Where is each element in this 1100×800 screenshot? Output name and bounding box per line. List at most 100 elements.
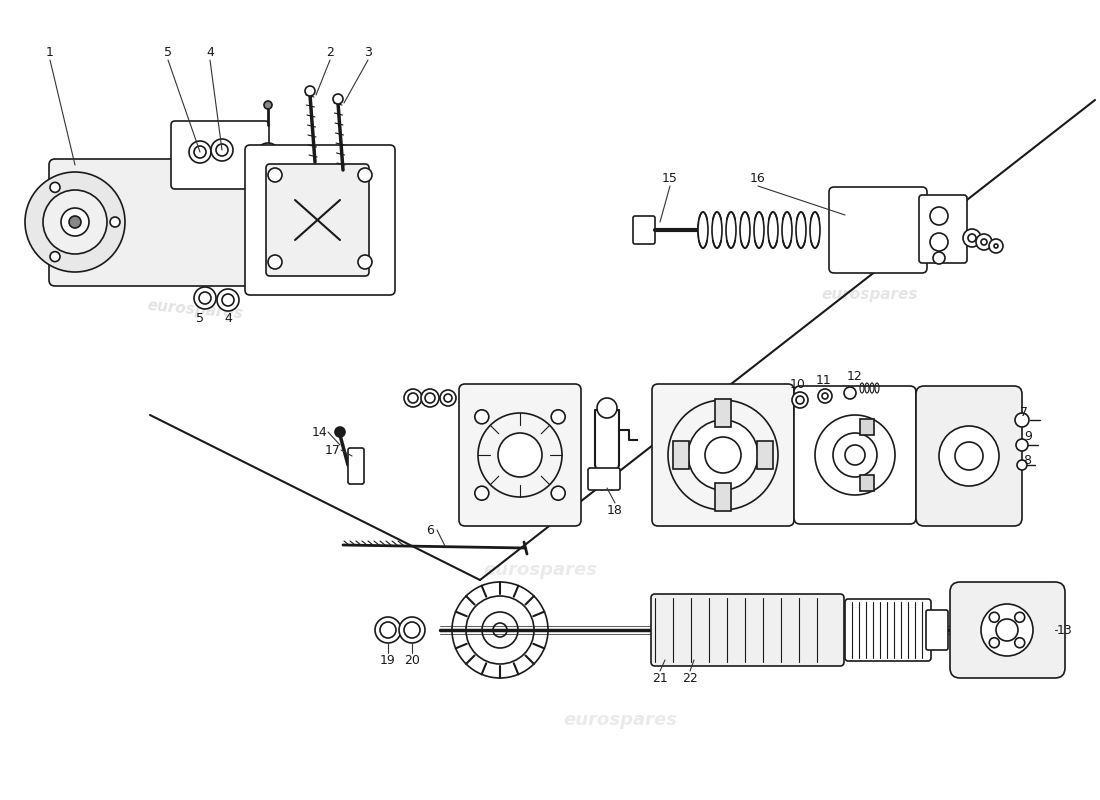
FancyBboxPatch shape [651, 594, 844, 666]
Text: 2: 2 [326, 46, 334, 58]
FancyBboxPatch shape [916, 386, 1022, 526]
Circle shape [705, 437, 741, 473]
Circle shape [408, 393, 418, 403]
Text: 13: 13 [1057, 623, 1072, 637]
FancyBboxPatch shape [632, 216, 654, 244]
Text: 12: 12 [847, 370, 862, 382]
Circle shape [211, 139, 233, 161]
Circle shape [962, 229, 981, 247]
Circle shape [930, 207, 948, 225]
Circle shape [976, 234, 992, 250]
Circle shape [440, 390, 456, 406]
Circle shape [25, 172, 125, 272]
Circle shape [597, 398, 617, 418]
Circle shape [264, 101, 272, 109]
Circle shape [968, 234, 976, 242]
Text: 1: 1 [46, 46, 54, 58]
Circle shape [989, 239, 1003, 253]
Circle shape [930, 233, 948, 251]
FancyBboxPatch shape [845, 599, 931, 661]
Circle shape [688, 420, 758, 490]
Circle shape [955, 442, 983, 470]
Circle shape [50, 182, 60, 192]
Circle shape [996, 619, 1018, 641]
Text: 9: 9 [1024, 430, 1032, 443]
Circle shape [379, 622, 396, 638]
Text: 11: 11 [816, 374, 832, 386]
Circle shape [60, 208, 89, 236]
Circle shape [478, 413, 562, 497]
Text: 5: 5 [196, 311, 204, 325]
Circle shape [845, 445, 865, 465]
Circle shape [404, 389, 422, 407]
Bar [715, 483, 732, 511]
Bar [673, 441, 689, 469]
Circle shape [551, 410, 565, 424]
Text: 5: 5 [164, 46, 172, 58]
Text: eurospares: eurospares [483, 561, 597, 579]
FancyBboxPatch shape [926, 610, 948, 650]
Bar [860, 419, 875, 435]
FancyBboxPatch shape [348, 448, 364, 484]
Circle shape [844, 387, 856, 399]
Text: 10: 10 [790, 378, 806, 390]
Text: 17: 17 [326, 443, 341, 457]
FancyBboxPatch shape [588, 468, 620, 490]
Circle shape [50, 252, 60, 262]
Circle shape [933, 252, 945, 264]
FancyBboxPatch shape [459, 384, 581, 526]
Circle shape [981, 604, 1033, 656]
Circle shape [69, 216, 81, 228]
Circle shape [1018, 460, 1027, 470]
Circle shape [1014, 612, 1025, 622]
Text: 4: 4 [206, 46, 213, 58]
Circle shape [796, 396, 804, 404]
Circle shape [375, 617, 402, 643]
Bar [698, 220, 826, 240]
Circle shape [222, 294, 234, 306]
Circle shape [358, 255, 372, 269]
Circle shape [194, 146, 206, 158]
Circle shape [1014, 638, 1025, 648]
Circle shape [305, 86, 315, 96]
Circle shape [822, 393, 828, 399]
FancyBboxPatch shape [950, 582, 1065, 678]
FancyBboxPatch shape [170, 121, 270, 189]
Circle shape [268, 168, 282, 182]
Bar [860, 475, 875, 491]
Text: 6: 6 [426, 523, 433, 537]
Text: 8: 8 [1023, 454, 1031, 466]
Text: 18: 18 [607, 503, 623, 517]
FancyBboxPatch shape [266, 164, 368, 276]
Bar [757, 441, 773, 469]
Circle shape [336, 427, 345, 437]
Text: 22: 22 [682, 671, 697, 685]
Text: 3: 3 [364, 46, 372, 58]
Text: 19: 19 [381, 654, 396, 666]
Circle shape [475, 486, 488, 500]
Circle shape [792, 392, 808, 408]
Circle shape [475, 410, 488, 424]
Circle shape [194, 287, 216, 309]
Circle shape [818, 389, 832, 403]
Circle shape [444, 394, 452, 402]
Circle shape [216, 144, 228, 156]
Text: eurospares: eurospares [822, 287, 918, 302]
FancyBboxPatch shape [50, 159, 280, 286]
Circle shape [399, 617, 425, 643]
Circle shape [989, 638, 999, 648]
Text: 7: 7 [1020, 406, 1028, 418]
Circle shape [498, 433, 542, 477]
Text: 14: 14 [312, 426, 328, 438]
FancyBboxPatch shape [918, 195, 967, 263]
Circle shape [268, 255, 282, 269]
Circle shape [256, 143, 280, 167]
Circle shape [199, 292, 211, 304]
Circle shape [333, 94, 343, 104]
Circle shape [189, 141, 211, 163]
Text: 4: 4 [224, 311, 232, 325]
Circle shape [668, 400, 778, 510]
FancyBboxPatch shape [652, 384, 794, 526]
Circle shape [1016, 439, 1028, 451]
Circle shape [358, 168, 372, 182]
